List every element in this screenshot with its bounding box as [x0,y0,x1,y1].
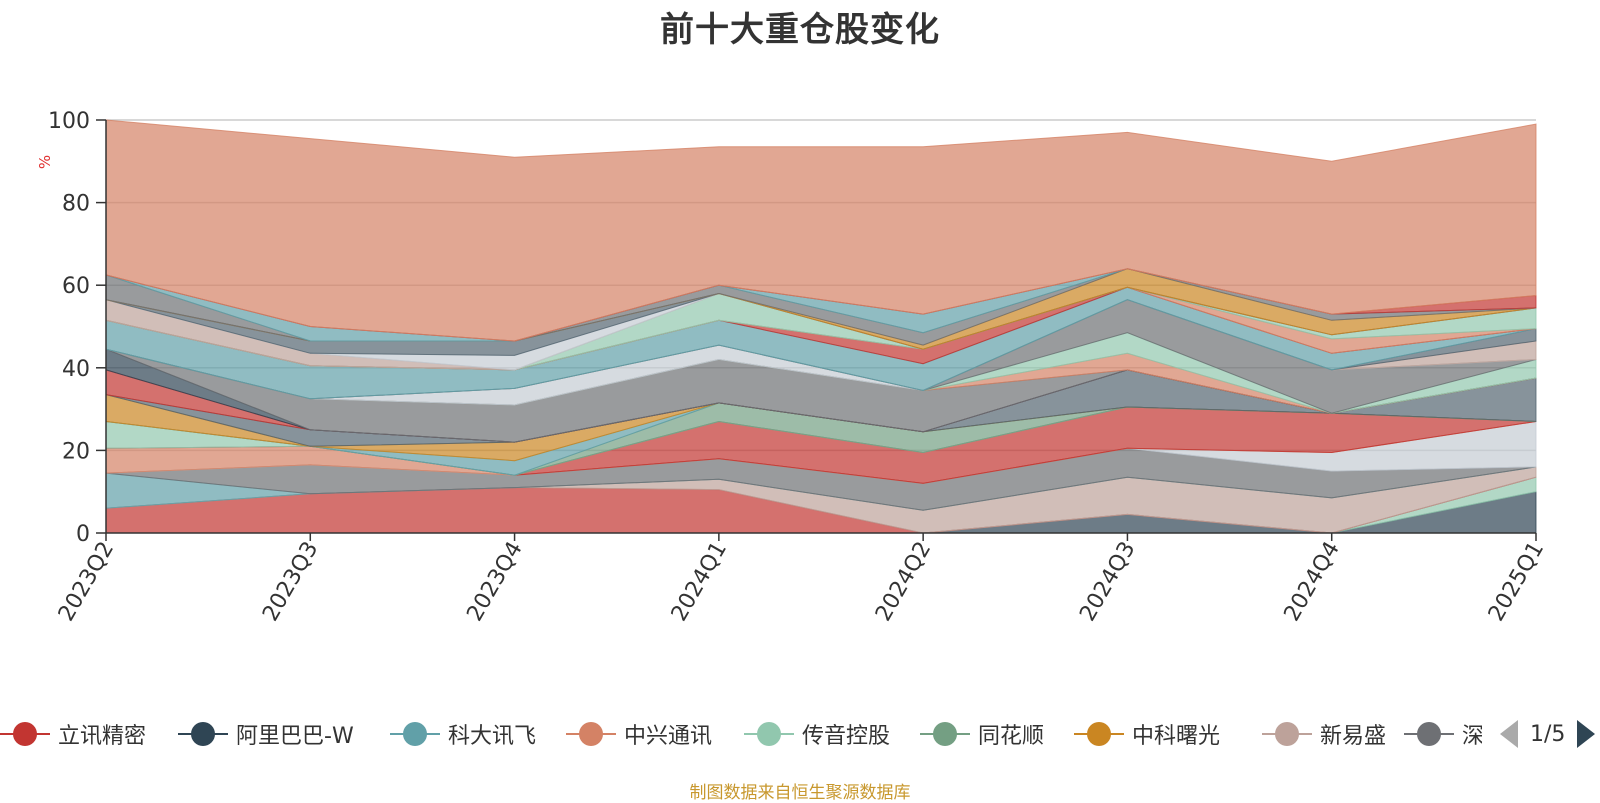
legend-marker-icon [920,716,970,752]
legend-marker-icon [744,716,794,752]
area-series[interactable] [105,119,1537,534]
y-tick-label: 60 [62,274,90,299]
legend-label: 科大讯飞 [448,724,537,749]
chart-title: 前十大重仓股变化 [660,10,940,50]
area-band[interactable] [105,119,1537,342]
legend-marker-icon [390,716,440,752]
x-tick-label: 2024Q4 [1280,538,1345,626]
legend-label: 立讯精密 [58,724,147,749]
legend-pager: 1/5 [1500,716,1596,752]
source-note: 制图数据来自恒生聚源数据库 [689,783,911,803]
legend-marker-icon [0,716,50,752]
legend-marker-icon [178,716,228,752]
legend-item[interactable]: 同花顺 [920,716,1044,752]
legend-label: 深 [1462,724,1482,749]
legend-marker-icon [1074,716,1124,752]
legend-item[interactable]: 中科曙光 [1074,716,1220,752]
legend-label: 中科曙光 [1132,724,1221,749]
x-tick-label: 2023Q4 [462,538,527,626]
legend-label: 传音控股 [802,724,891,749]
x-tick-label: 2024Q2 [871,538,936,626]
legend-items: 立讯精密 阿里巴巴-W 科大讯飞 中兴通讯 传音控股 同花顺 中科曙光 新易盛 深 [0,716,1482,752]
legend-label: 新易盛 [1320,724,1387,749]
legend-label: 同花顺 [978,724,1045,749]
legend-marker-icon [1404,716,1454,752]
y-axis-label: % [36,155,54,169]
x-tick-label: 2024Q3 [1075,538,1140,626]
y-tick-label: 20 [62,439,90,464]
legend-item[interactable]: 科大讯飞 [390,716,536,752]
y-tick-label: 0 [76,522,90,547]
legend-item[interactable]: 阿里巴巴-W [178,716,354,752]
legend-item[interactable]: 传音控股 [744,716,890,752]
legend-label: 阿里巴巴-W [236,724,354,749]
x-tick-label: 2024Q1 [667,538,732,626]
x-tick-label: 2025Q1 [1484,538,1549,626]
stacked-area-chart: 0 20 40 60 80 100% 2023Q2 2023Q3 2023Q4 2024Q1 202… [36,109,1549,626]
legend-item[interactable]: 新易盛 [1262,716,1386,752]
y-tick-label: 100 [48,109,90,134]
x-tick-label: 2023Q2 [54,538,119,626]
legend-page-indicator: 1/5 [1530,721,1566,747]
legend-item[interactable]: 立讯精密 [0,716,146,752]
legend-marker-icon [1262,716,1312,752]
legend: 立讯精密 阿里巴巴-W 科大讯飞 中兴通讯 传音控股 同花顺 中科曙光 新易盛 深 1/5 [0,716,1600,752]
legend-marker-icon [566,716,616,752]
y-tick-label: 40 [62,357,90,382]
legend-next-button[interactable] [1577,720,1596,748]
legend-item[interactable]: 中兴通讯 [566,716,712,752]
legend-item[interactable]: 深 [1404,716,1482,752]
legend-label: 中兴通讯 [624,724,713,749]
legend-prev-button[interactable] [1500,720,1518,748]
y-tick-label: 80 [62,192,90,217]
x-tick-label: 2023Q3 [258,538,323,626]
